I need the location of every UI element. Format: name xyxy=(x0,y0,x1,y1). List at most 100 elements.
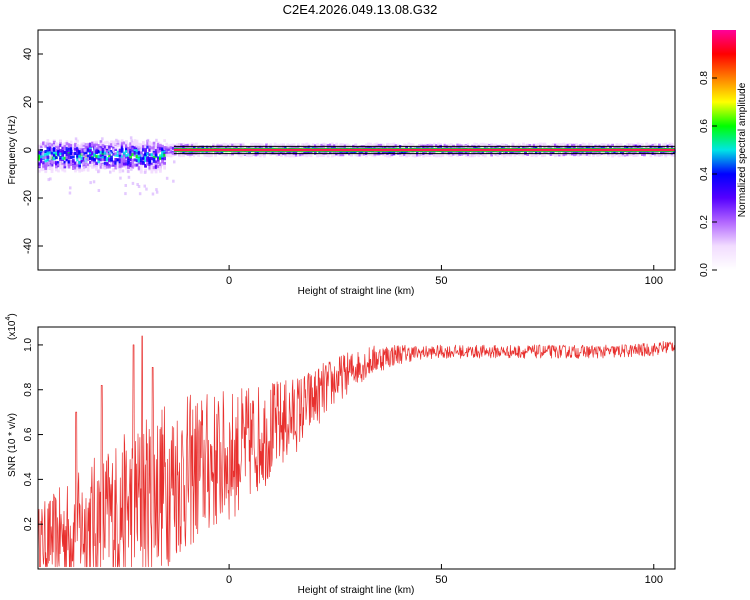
spectrogram-cell xyxy=(42,163,45,167)
spectrogram-cell xyxy=(159,157,162,160)
spectrogram-cell xyxy=(193,154,196,158)
spectrogram-cell xyxy=(466,143,470,146)
spectrogram-cell xyxy=(182,145,186,149)
spectrogram-cell xyxy=(449,154,453,157)
spectrogram-cell xyxy=(97,160,101,164)
spectrogram-cell xyxy=(105,158,109,162)
snr-y-tick-label: 0.8 xyxy=(23,382,34,396)
spectrogram-cell xyxy=(63,142,67,146)
spectrogram-cell xyxy=(180,153,183,157)
spectrogram-cell xyxy=(63,163,67,167)
spectrogram-cell xyxy=(142,153,145,157)
spectrogram-cell xyxy=(411,143,415,147)
spectrogram-cell xyxy=(382,151,385,155)
spectrogram-cell xyxy=(543,153,547,157)
spectrogram-cell xyxy=(86,163,90,167)
spectrogram-cell xyxy=(628,143,631,147)
spectrogram-cell xyxy=(517,152,521,156)
spectrogram-cell xyxy=(600,146,604,150)
spectrogram-cell xyxy=(437,146,440,150)
colorbar-gradient xyxy=(712,30,736,270)
snr-y-tick-label: 1.0 xyxy=(23,338,34,352)
spectrogram-cell xyxy=(473,151,476,155)
snr-frame xyxy=(37,326,676,570)
spectrogram-cell xyxy=(59,156,62,159)
spectrogram-cell xyxy=(103,156,107,159)
spectrogram-speck xyxy=(130,139,133,143)
spectrogram-cell xyxy=(144,145,147,149)
spectrogram-cell xyxy=(307,153,311,157)
spectrogram-speck xyxy=(130,167,133,171)
spectrogram-cell xyxy=(108,154,111,158)
spectrogram-cell xyxy=(67,158,71,162)
spectrogram-cell xyxy=(148,158,152,162)
spectrogram-cell xyxy=(50,167,54,171)
spectrogram-cell xyxy=(120,155,124,159)
spectrogram-cell xyxy=(341,153,345,157)
spectrogram-cell xyxy=(159,147,162,151)
spectrogram-cell xyxy=(137,142,141,146)
spectrogram-speck xyxy=(83,166,86,169)
spectrogram-cell xyxy=(571,143,574,147)
spectrogram-cell xyxy=(61,164,65,168)
spectrogram-cell xyxy=(99,151,103,155)
spectrogram-cell xyxy=(74,147,77,151)
spectrogram-speck xyxy=(97,189,101,192)
spectrogram-cell xyxy=(303,153,307,157)
spectrogram-cell xyxy=(112,162,115,166)
spectrogram-cell xyxy=(154,166,158,170)
spectrogram-cell xyxy=(48,145,52,149)
spectrogram-cell xyxy=(65,162,69,166)
spectrogram-cell xyxy=(108,148,111,152)
spectrogram-cell xyxy=(537,143,540,147)
spectrogram-cell xyxy=(477,149,481,153)
spectrogram-cell xyxy=(626,152,629,156)
spectrogram-cell xyxy=(426,153,430,157)
spectrogram-cell xyxy=(311,143,315,147)
spectrogram-cell xyxy=(148,153,152,157)
spectrogram-cell xyxy=(44,153,48,157)
spectrogram-cell xyxy=(178,143,181,147)
spectrogram-cell xyxy=(131,142,135,146)
spectrogram-cell xyxy=(91,161,94,165)
spectrogram-cell xyxy=(112,160,115,164)
spectrogram-cell xyxy=(443,144,447,148)
spectrogram-cell xyxy=(137,159,141,163)
spectrogram-cell xyxy=(483,153,487,157)
spectrogram-cell xyxy=(256,142,260,146)
spectrogram-cell xyxy=(475,151,479,155)
spectrogram-cell xyxy=(195,142,198,146)
spectrogram-cell xyxy=(133,141,137,145)
spectrogram-cell xyxy=(670,142,674,146)
spectrogram-cell xyxy=(169,151,173,155)
spectrogram-cell xyxy=(69,150,73,154)
spectrogram-cell xyxy=(139,156,143,160)
spectrogram-cell xyxy=(384,153,387,157)
spectrogram-cell xyxy=(617,146,621,150)
spectrogram-cell xyxy=(573,151,576,154)
spectrogram-cell xyxy=(517,149,521,153)
spectrogram-speck xyxy=(83,148,86,152)
spectrogram-cell xyxy=(135,152,139,156)
spectrogram-cell xyxy=(78,150,81,153)
spectrogram-cell xyxy=(613,153,617,157)
spectrogram-cell xyxy=(573,153,576,157)
spectrogram-cell xyxy=(235,143,239,147)
spectrogram-cell xyxy=(127,153,130,157)
spectrogram-cell xyxy=(154,146,158,150)
spectrogram-cell xyxy=(133,146,137,150)
spectrogram-cell xyxy=(80,147,84,151)
spectrogram-cell xyxy=(76,161,79,165)
spectrogram-cell xyxy=(80,157,84,160)
spectrogram-speck xyxy=(41,152,44,156)
spectrogram-cell xyxy=(615,145,619,149)
spectrogram-cell xyxy=(114,161,118,165)
spectrogram-cell xyxy=(522,151,525,155)
spectrogram-cell xyxy=(110,141,113,145)
spectrogram-cell xyxy=(80,168,84,172)
spectrogram-cell xyxy=(411,145,415,149)
spectrogram-cell xyxy=(405,144,408,148)
spectrogram-cell xyxy=(142,141,145,144)
spectrogram-cell xyxy=(110,163,113,167)
